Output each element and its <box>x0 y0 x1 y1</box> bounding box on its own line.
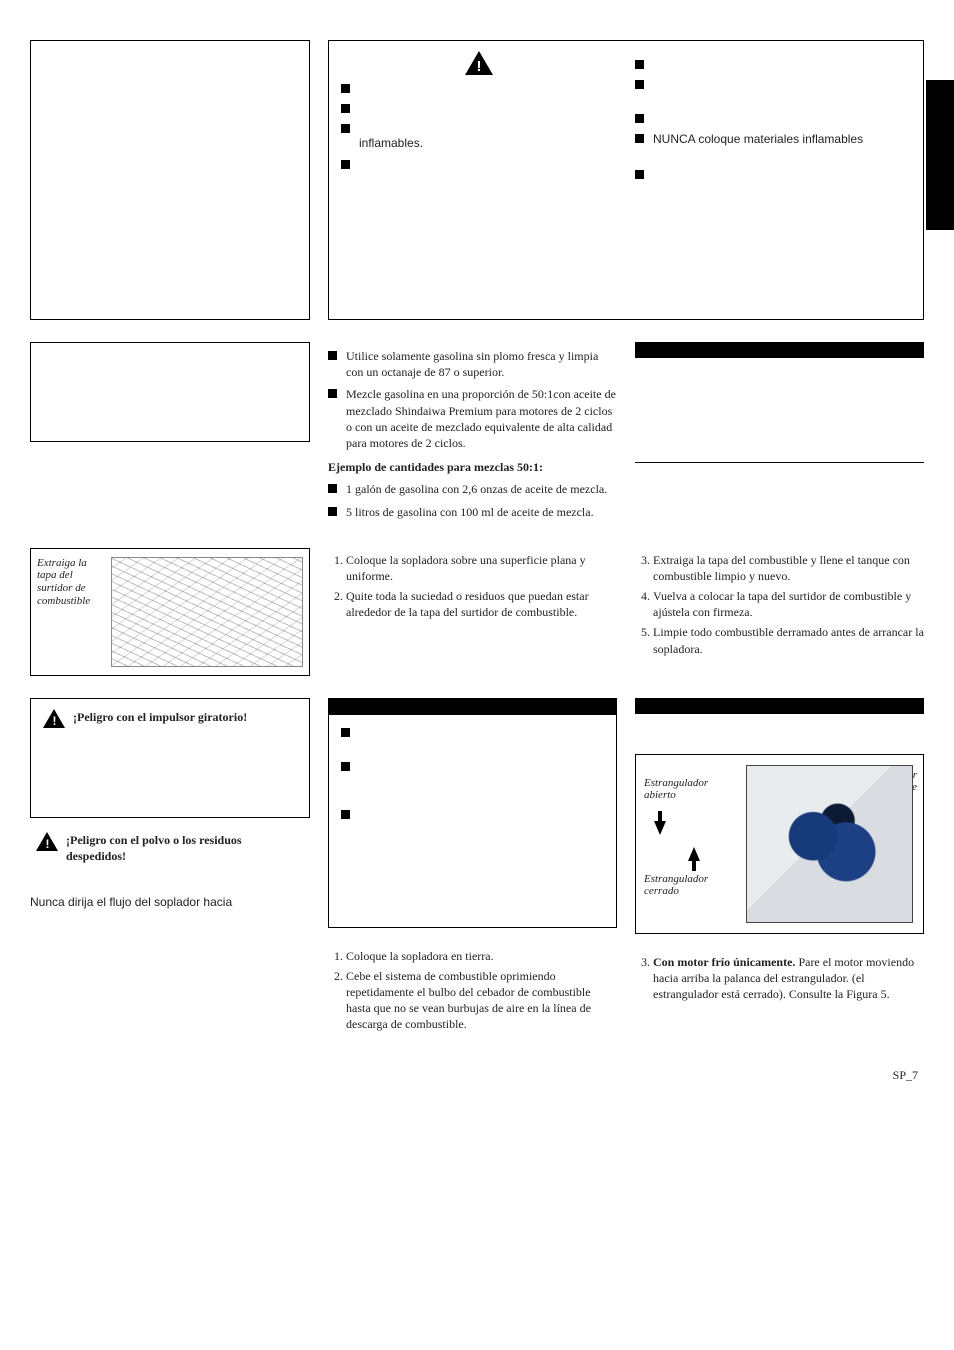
section-c-mid: Coloque la sopladora sobre una superfici… <box>328 548 617 676</box>
warn-impeller: ¡Peligro con el impulsor giratorio! <box>43 709 297 728</box>
section-a-row: inflamables. NUNCA coloque materiales in… <box>30 40 924 320</box>
black-bar <box>329 699 616 715</box>
choke-figure: Estrangulador abierto Estrangulador cerr… <box>635 754 924 934</box>
step-text: Coloque la sopladora en tierra. <box>346 949 494 963</box>
section-b-right <box>635 342 924 526</box>
step-text: Limpie todo combustible derramado antes … <box>653 625 924 655</box>
bullet-text: Utilice solamente gasolina sin plomo fre… <box>346 349 598 379</box>
bullet: NUNCA coloque materiales inflamables <box>635 131 911 161</box>
section-b-left <box>30 342 310 526</box>
warn-dust: ¡Peligro con el polvo o los residuos des… <box>30 832 310 864</box>
fuel-bullets: Utilice solamente gasolina sin plomo fre… <box>328 348 617 451</box>
step-text: Cebe el sistema de combustible oprimiend… <box>346 969 591 1032</box>
mix-bullets: 1 galón de gasolina con 2,6 onzas de ace… <box>328 481 617 519</box>
bullet <box>341 81 617 95</box>
blower-direction-text: Nunca dirija el flujo del soplador hacia <box>30 894 310 910</box>
bullet-text: Mezcle gasolina en una proporción de 50:… <box>346 387 616 450</box>
warn-text: ¡Peligro con el impulsor giratorio! <box>73 709 297 725</box>
bullet <box>341 759 604 801</box>
step: Quite toda la suciedad o residuos que pu… <box>346 588 617 620</box>
section-d-row: ¡Peligro con el impulsor giratorio! ¡Pel… <box>30 698 924 1037</box>
choke-closed-label: Estrangulador cerrado <box>644 873 714 897</box>
section-c-row: Extraiga la tapa del surtidor de combust… <box>30 548 924 676</box>
arrow-down-icon <box>654 811 666 835</box>
section-a-left <box>30 40 310 320</box>
empty-box-b-left <box>30 342 310 442</box>
choke-open-label: Estrangulador abierto <box>644 777 734 801</box>
step: Con motor frío únicamente. Pare el motor… <box>653 954 924 1003</box>
warning-icon <box>36 832 58 851</box>
warning-bullets-mid: inflamables. <box>341 81 617 185</box>
mid-important-bullets <box>341 725 604 835</box>
bullet-text: 1 galón de gasolina con 2,6 onzas de ace… <box>346 482 607 496</box>
warning-icon <box>43 709 65 728</box>
warning-icon <box>465 51 493 75</box>
line-drawing <box>111 557 303 667</box>
bullet-text: inflamables. <box>359 136 423 150</box>
warn-box-1: ¡Peligro con el impulsor giratorio! <box>30 698 310 818</box>
section-a-right-wrapper: inflamables. NUNCA coloque materiales in… <box>328 40 924 320</box>
fuel-cap-label: Extraiga la tapa del surtidor de combust… <box>37 557 105 608</box>
bullet: 1 galón de gasolina con 2,6 onzas de ace… <box>328 481 617 497</box>
step: Coloque la sopladora en tierra. <box>346 948 617 964</box>
step-text: Extraiga la tapa del combustible y llene… <box>653 553 910 583</box>
bullet: Utilice solamente gasolina sin plomo fre… <box>328 348 617 380</box>
section-d-right: Estrangulador abierto Estrangulador cerr… <box>635 698 924 1037</box>
step-text: Vuelva a colocar la tapa del surtidor de… <box>653 589 911 619</box>
bullet <box>341 101 617 115</box>
bullet <box>341 725 604 753</box>
section-d-mid: Coloque la sopladora en tierra. Cebe el … <box>328 698 617 1037</box>
black-bar <box>635 342 924 358</box>
warning-col-2: NUNCA coloque materiales inflamables <box>635 51 911 307</box>
fuel-cap-drawing <box>111 557 303 667</box>
section-c-right: Extraiga la tapa del combustible y llene… <box>635 548 924 676</box>
bullet <box>635 167 911 181</box>
fill-steps-1: Coloque la sopladora sobre una superfici… <box>328 552 617 621</box>
choke-photo <box>746 765 913 923</box>
section-c-left: Extraiga la tapa del surtidor de combust… <box>30 548 310 676</box>
section-b-row: Utilice solamente gasolina sin plomo fre… <box>30 342 924 526</box>
mix-heading: Ejemplo de cantidades para mezclas 50:1: <box>328 459 617 475</box>
arrow-up-icon <box>688 847 700 871</box>
bullet <box>635 77 911 105</box>
step: Vuelva a colocar la tapa del surtidor de… <box>653 588 924 620</box>
fuel-cap-figure: Extraiga la tapa del surtidor de combust… <box>30 548 310 676</box>
page-footer: SP_7 <box>30 1067 924 1083</box>
bullet: 5 litros de gasolina con 100 ml de aceit… <box>328 504 617 520</box>
step: Extraiga la tapa del combustible y llene… <box>653 552 924 584</box>
start-steps-2: Con motor frío únicamente. Pare el motor… <box>635 954 924 1003</box>
bullet: inflamables. <box>341 121 617 151</box>
step-text: Quite toda la suciedad o residuos que pu… <box>346 589 589 619</box>
bullet-text: NUNCA coloque materiales inflamables <box>653 132 863 146</box>
step: Cebe el sistema de combustible oprimiend… <box>346 968 617 1033</box>
bullet-text: 5 litros de gasolina con 100 ml de aceit… <box>346 505 594 519</box>
section-b-mid: Utilice solamente gasolina sin plomo fre… <box>328 342 617 526</box>
step-bold: Con motor frío únicamente. <box>653 955 795 969</box>
black-bar <box>635 698 924 714</box>
start-steps-1: Coloque la sopladora en tierra. Cebe el … <box>328 948 617 1033</box>
step: Coloque la sopladora sobre una superfici… <box>346 552 617 584</box>
bullet <box>341 807 604 835</box>
warning-col-1: inflamables. <box>341 51 617 307</box>
warn-text: ¡Peligro con el polvo o los residuos des… <box>66 832 304 864</box>
bullet <box>341 157 617 185</box>
rule <box>635 462 924 463</box>
step-text: Coloque la sopladora sobre una superfici… <box>346 553 586 583</box>
warning-bullets-right: NUNCA coloque materiales inflamables <box>635 57 911 181</box>
bullet <box>635 111 911 125</box>
mid-important-box <box>328 698 617 928</box>
bullet: Mezcle gasolina en una proporción de 50:… <box>328 386 617 451</box>
section-d-left: ¡Peligro con el impulsor giratorio! ¡Pel… <box>30 698 310 1037</box>
fill-steps-2: Extraiga la tapa del combustible y llene… <box>635 552 924 657</box>
side-tab <box>926 80 954 230</box>
warning-box: inflamables. NUNCA coloque materiales in… <box>328 40 924 320</box>
bullet <box>635 57 911 71</box>
empty-box-left <box>30 40 310 320</box>
step: Limpie todo combustible derramado antes … <box>653 624 924 656</box>
